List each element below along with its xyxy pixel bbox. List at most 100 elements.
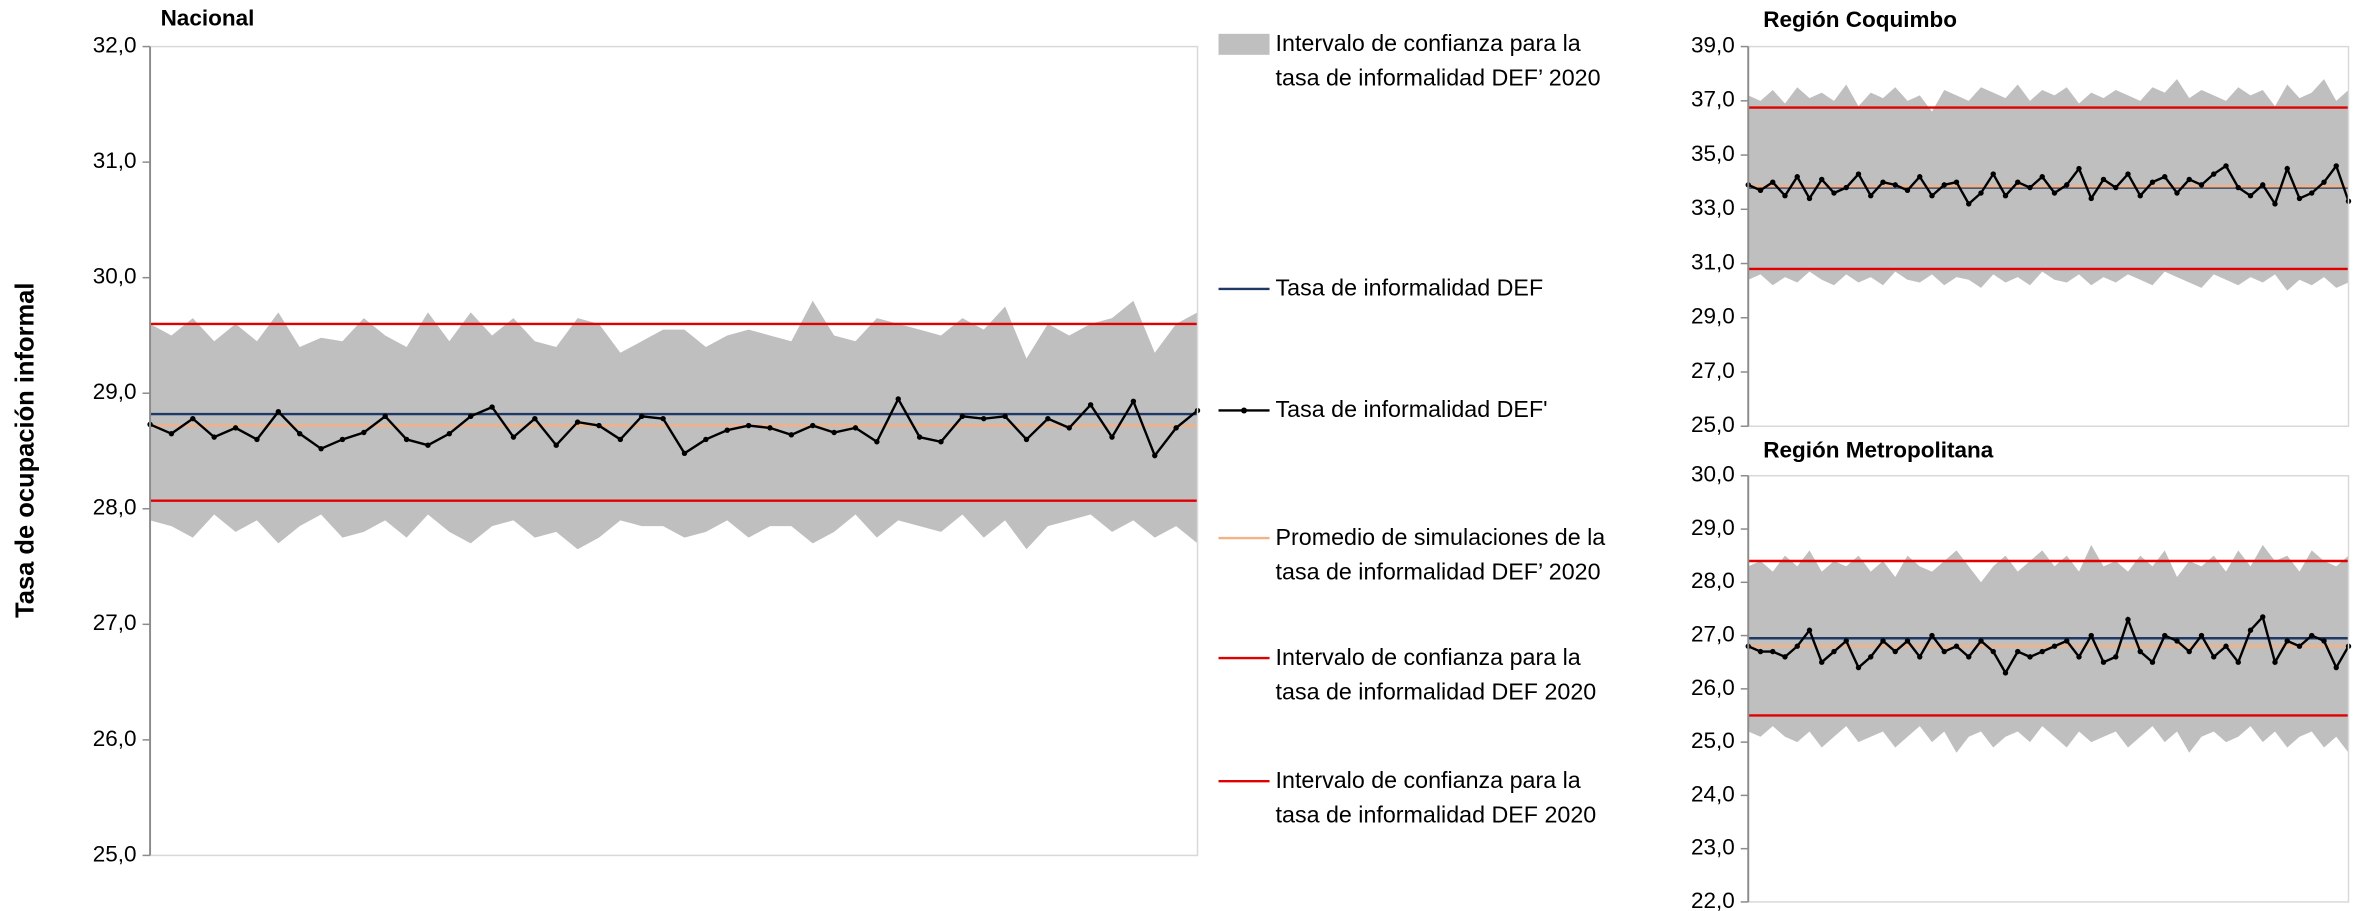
series-point [532,415,538,422]
series-point [232,425,239,431]
series-point [211,434,217,440]
series-point [425,442,431,448]
series-point [2027,654,2033,660]
y-tick-label: 35,0 [1691,141,1735,166]
y-tick-label: 28,0 [93,495,137,520]
series-point [318,445,324,452]
series-point [2333,163,2339,169]
series-point [1087,402,1094,408]
series-point [1843,638,1849,644]
series-point [168,430,175,437]
series-point [1002,413,1008,420]
series-point [489,404,495,410]
series-point [2296,195,2303,202]
series-point [1904,638,1911,644]
series-point [2162,632,2168,639]
y-tick-label: 39,0 [1691,33,1735,58]
series-point [2211,171,2217,177]
series-point [2198,182,2205,188]
series-point [574,419,581,425]
y-tick-label: 29,0 [1691,515,1735,540]
series-point [1953,643,1960,649]
series-point [1978,190,1984,196]
y-tick-label: 29,0 [1691,304,1735,329]
series-point [1023,436,1030,443]
legend-marker [1241,407,1248,414]
series-point [2100,659,2107,665]
chart-title: Nacional [161,6,255,31]
series-point [2137,193,2143,199]
y-tick-label: 27,0 [1691,622,1735,647]
series-point [2284,165,2290,172]
series-point [724,427,730,433]
series-point [275,409,282,415]
series-point [2309,632,2315,639]
y-tick-label: 25,0 [1691,728,1735,753]
y-tick-label: 24,0 [1691,781,1735,806]
series-point [190,415,196,422]
legend-item: Tasa de informalidad DEF [1276,276,1544,302]
series-point [403,436,410,443]
y-tick-label: 30,0 [93,264,137,289]
series-point [2137,648,2143,655]
series-point [1152,452,1158,459]
series-point [1880,638,1886,644]
series-point [852,425,859,431]
series-point [1941,182,1947,188]
series-point [767,425,773,431]
series-point [1066,425,1072,431]
series-point [1757,187,1764,194]
series-point [981,415,987,422]
series-point [959,413,966,420]
series-point [2125,616,2131,623]
series-point [2125,171,2131,177]
legend-item: Intervalo de confianza para la tasa de i… [1276,645,1597,705]
series-point [2186,648,2192,655]
series-point [1892,648,1898,655]
series-point [2015,648,2021,655]
series-point [1929,632,1935,639]
series-point [468,413,474,420]
y-tick-label: 31,0 [93,148,137,173]
series-point [2186,176,2192,183]
series-point [1770,648,1776,655]
series-point [2088,632,2094,639]
series-point [2321,638,2327,644]
series-point [596,422,602,429]
series-point [2174,638,2180,644]
y-tick-label: 37,0 [1691,87,1735,112]
y-tick-label: 31,0 [1691,249,1735,274]
series-point [810,422,816,429]
series-point [2235,184,2241,191]
chart: Región Metropolitana 22,0 23,0 24,0 25,0 26,0… [1691,438,2352,911]
legend-label: Intervalo de confianza para la tasa de i… [1275,768,1597,829]
chart: Nacional 25,0 26,0 27,0 28,0 29,0 30,0 31,0 32,0 [93,6,1201,866]
series-point [1917,654,1923,660]
series-point [2027,184,2033,191]
series-point [1806,195,1813,202]
series-point [361,429,367,436]
y-tick-label: 30,0 [1691,462,1735,487]
series-point [1831,648,1837,655]
chart-title: Región Metropolitana [1763,438,1993,463]
y-tick-label: 26,0 [1691,675,1735,700]
series-point [553,442,559,448]
series-point [2149,659,2156,665]
series-point [1966,654,1972,660]
series-point [2260,614,2266,620]
series-point [2333,664,2339,671]
legend-label: Tasa de informalidad DEF' [1275,397,1548,424]
series-point [895,396,901,402]
series-point [2247,193,2254,199]
legend: Intervalo de confianza para la tasa de i… [1218,32,1605,829]
series-point [2113,654,2119,660]
series-point [1855,171,1862,177]
legend-item: Intervalo de confianza para la tasa de i… [1276,32,1601,92]
y-tick-label: 27,0 [1691,358,1735,383]
series-point [681,450,688,457]
series-point [2223,163,2229,169]
series-point [660,415,666,422]
series-point [1929,193,1935,199]
series-point [2088,195,2094,202]
